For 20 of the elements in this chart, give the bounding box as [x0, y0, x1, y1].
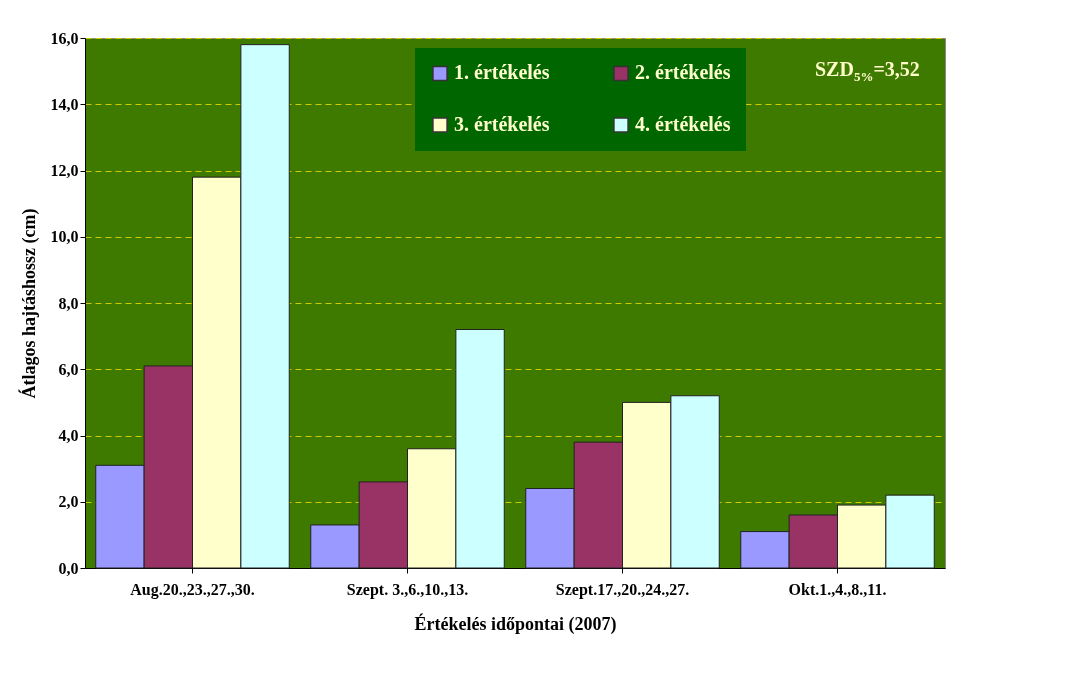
y-tick-label: 16,0: [50, 29, 79, 47]
annotation: SZD$_{5%}$=3,52: [815, 58, 920, 85]
legend-label: 2. értékelés: [635, 61, 731, 84]
y-tick-label: 8,0: [58, 294, 79, 312]
y-tick-label: 6,0: [58, 360, 79, 378]
y-tick-label: 0,0: [58, 559, 79, 577]
y-axis-title: Átlagos hajtáshossz (cm): [17, 208, 40, 399]
x-tick-label: Szept. 3.,6.,10.,13.: [346, 580, 469, 599]
y-tick-label: 2,0: [58, 493, 79, 511]
y-tick-label: 4,0: [58, 427, 79, 444]
y-tick-label: 10,0: [50, 228, 79, 246]
x-tick-label: Szept.17.,20.,24.,27.: [555, 580, 690, 599]
y-tick-label: 14,0: [50, 95, 79, 113]
y-tick-label: 12,0: [50, 162, 79, 179]
x-tick-label: Okt.1.,4.,8.,11.: [788, 580, 887, 598]
legend-label: 4. értékelés: [635, 113, 731, 135]
legend-label: 1. értékelés: [454, 61, 550, 84]
legend-label: 3. értékelés: [454, 113, 550, 135]
x-tick-label: Aug.20.,23.,27.,30.: [130, 580, 255, 599]
x-axis-title: Értékelés időpontai (2007): [414, 612, 617, 635]
